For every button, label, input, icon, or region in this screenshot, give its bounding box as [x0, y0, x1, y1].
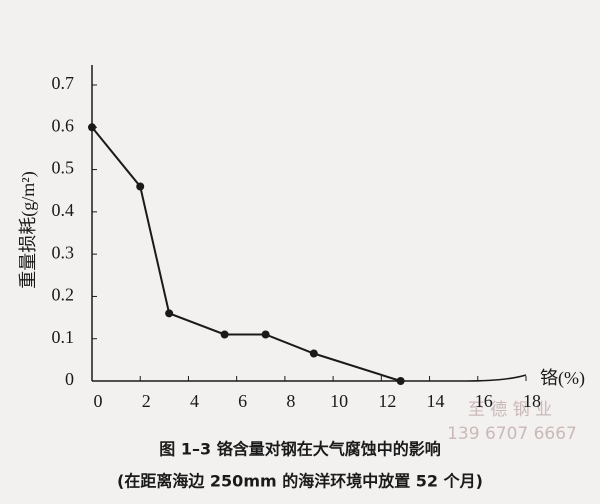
data-point	[396, 377, 405, 385]
x-tick-label: 18	[523, 391, 541, 411]
caption: 图 1–3 铬含量对钢在大气腐蚀中的影响	[159, 440, 440, 459]
x-axis	[92, 374, 527, 382]
x-tick-label: 0	[94, 391, 103, 411]
y-tick-label: 0.3	[52, 242, 75, 262]
data-point	[88, 123, 96, 132]
data-line	[91, 126, 401, 382]
x-tick-label: 12	[378, 391, 396, 411]
y-tick-label: 0.4	[52, 200, 75, 220]
data-point	[220, 330, 229, 339]
y-tick-label: 0.1	[52, 327, 75, 347]
x-axis-label: 铬(%)	[540, 368, 585, 389]
watermark: 至 德 钢 业	[468, 400, 552, 420]
x-tick-label: 2	[142, 391, 151, 411]
data-point	[136, 182, 145, 191]
data-point	[261, 330, 270, 339]
y-tick-label: 0.6	[52, 115, 75, 135]
y-tick-label: 0	[65, 369, 74, 389]
x-tick-label: 16	[475, 391, 493, 411]
x-tick-label: 6	[238, 391, 247, 411]
y-tick-label: 0.7	[52, 73, 75, 93]
x-tick-label: 10	[330, 391, 348, 411]
y-axis-label: 重量损耗(g/m²)	[18, 171, 39, 288]
data-point	[165, 309, 174, 318]
x-tick-label: 4	[190, 391, 199, 411]
x-tick-label: 14	[427, 391, 445, 411]
watermark: 139 6707 6667	[447, 424, 577, 444]
y-tick-label: 0.5	[52, 158, 75, 178]
x-tick-label: 8	[286, 391, 295, 411]
data-point	[309, 349, 318, 358]
subcaption: (在距离海边 250mm 的海洋环境中放置 52 个月)	[117, 472, 483, 491]
y-tick-label: 0.2	[52, 285, 75, 305]
